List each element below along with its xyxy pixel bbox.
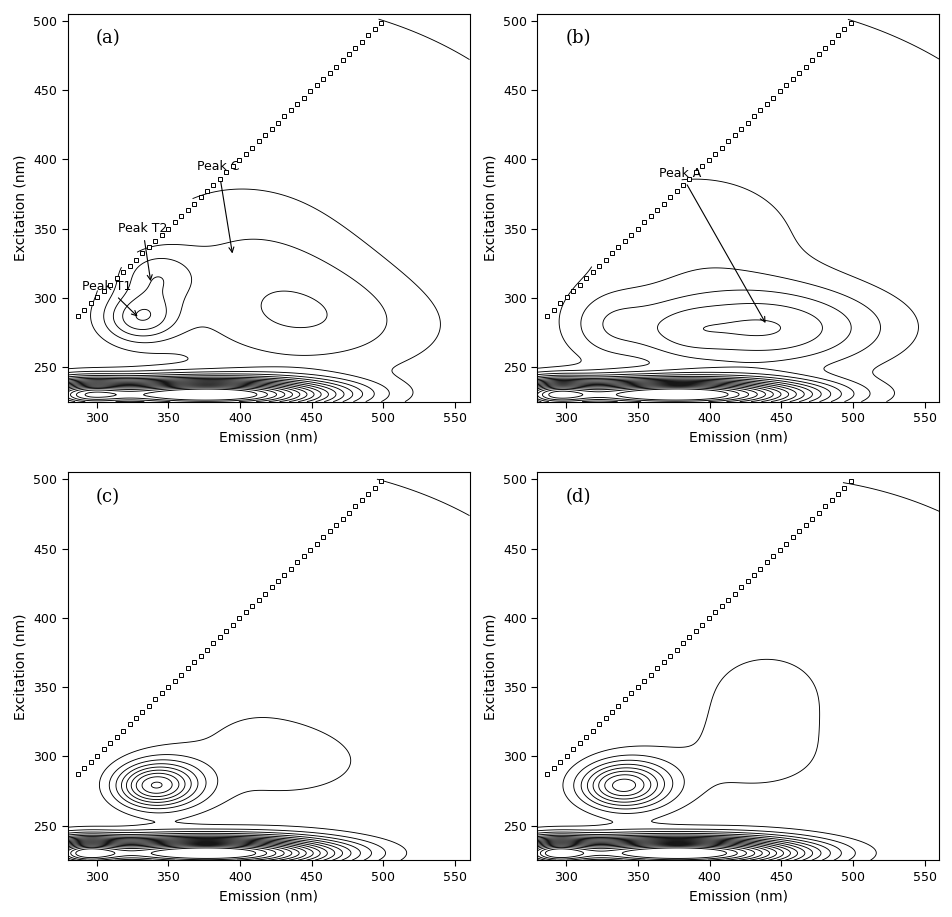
- Text: Peak T1: Peak T1: [82, 281, 136, 315]
- Text: (b): (b): [565, 29, 590, 48]
- Y-axis label: Excitation (nm): Excitation (nm): [483, 613, 497, 720]
- X-axis label: Emission (nm): Emission (nm): [688, 431, 787, 445]
- Text: Peak T2: Peak T2: [118, 222, 168, 280]
- X-axis label: Emission (nm): Emission (nm): [219, 889, 318, 903]
- Text: Peak C: Peak C: [197, 160, 239, 252]
- Y-axis label: Excitation (nm): Excitation (nm): [483, 154, 497, 261]
- Text: (a): (a): [96, 29, 121, 48]
- Text: (c): (c): [96, 488, 120, 506]
- Text: (d): (d): [565, 488, 590, 506]
- X-axis label: Emission (nm): Emission (nm): [219, 431, 318, 445]
- X-axis label: Emission (nm): Emission (nm): [688, 889, 787, 903]
- Y-axis label: Excitation (nm): Excitation (nm): [14, 154, 28, 261]
- Text: Peak A: Peak A: [659, 167, 764, 322]
- Y-axis label: Excitation (nm): Excitation (nm): [14, 613, 28, 720]
